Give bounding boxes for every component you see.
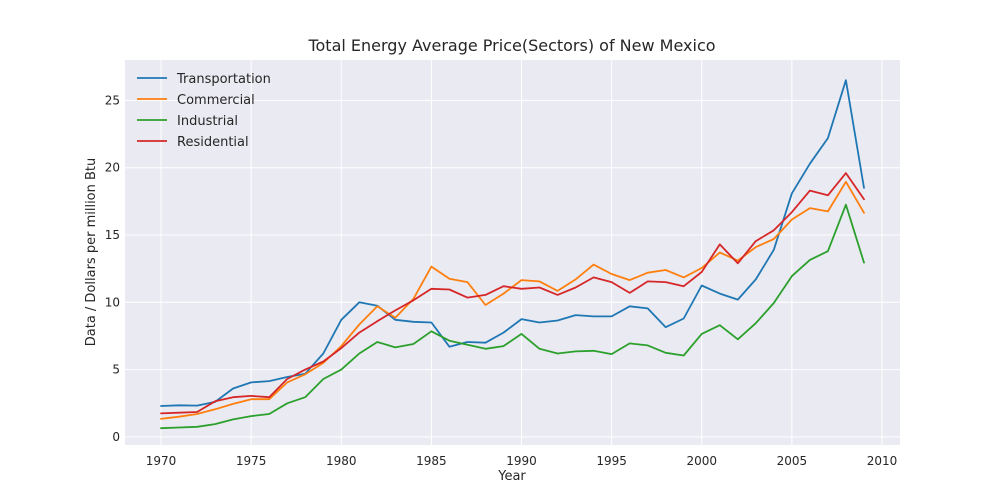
legend-label-transportation: Transportation bbox=[176, 72, 271, 87]
y-tick-label: 15 bbox=[105, 228, 120, 242]
grid-lines bbox=[125, 60, 900, 445]
x-tick-label: 2000 bbox=[686, 454, 717, 468]
y-tick-label: 20 bbox=[105, 161, 120, 175]
series-line-transportation bbox=[160, 79, 865, 407]
x-tick-label: 1995 bbox=[596, 454, 627, 468]
legend-label-commercial: Commercial bbox=[177, 93, 255, 108]
legend: Transportation Commercial Industrial Reside… bbox=[137, 72, 271, 150]
data-series bbox=[160, 79, 865, 430]
y-tick-label: 10 bbox=[105, 295, 120, 309]
y-tick-label: 5 bbox=[112, 363, 120, 377]
x-tick-label: 1990 bbox=[506, 454, 537, 468]
x-tick-label: 1975 bbox=[236, 454, 267, 468]
y-tick-label: 0 bbox=[112, 430, 120, 444]
plot-area bbox=[125, 60, 900, 445]
chart-title: Total Energy Average Price(Sectors) of N… bbox=[307, 36, 715, 55]
series-line-residential bbox=[160, 172, 865, 415]
x-tick-label: 1970 bbox=[146, 454, 177, 468]
x-tick-label: 1985 bbox=[416, 454, 447, 468]
x-tick-label: 2005 bbox=[777, 454, 808, 468]
legend-label-industrial: Industrial bbox=[177, 114, 238, 129]
x-tick-label: 1980 bbox=[326, 454, 357, 468]
series-line-industrial bbox=[160, 203, 865, 430]
legend-label-residential: Residential bbox=[177, 135, 249, 150]
axis-tick-labels: 1970 1975 1980 1985 1990 1995 2000 2005 2010 0 5 10… bbox=[105, 93, 898, 468]
x-axis-label: Year bbox=[497, 469, 526, 484]
y-tick-label: 25 bbox=[105, 93, 120, 107]
y-axis-label: Data / Dollars per million Btu bbox=[84, 158, 99, 347]
x-tick-label: 2010 bbox=[867, 454, 898, 468]
